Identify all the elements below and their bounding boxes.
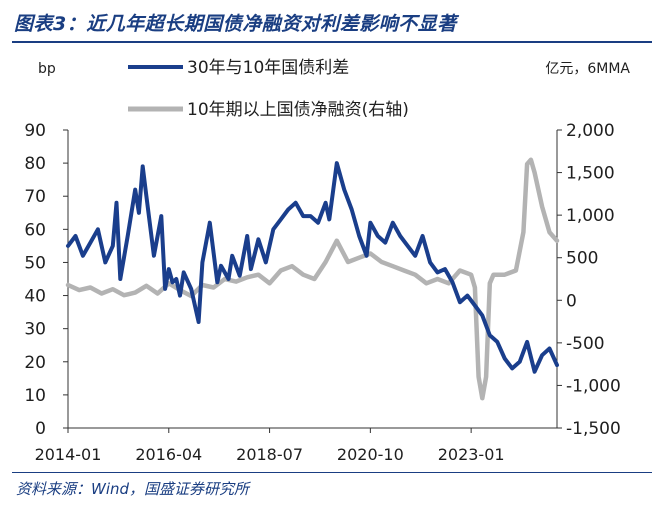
- right-tick-label: 2,000: [566, 121, 615, 141]
- left-tick-label: 60: [24, 220, 46, 240]
- title-divider: [12, 41, 652, 43]
- right-tick-label: 1,500: [566, 164, 615, 184]
- right-axis-ticks: 2,000 1,500 1,000 500 0 -500 -1,000 -1,500: [557, 121, 621, 439]
- right-tick-label: 500: [566, 249, 598, 269]
- left-tick-label: 30: [24, 320, 46, 340]
- x-tick-label: 2014-01: [35, 445, 102, 464]
- source-note: 资料来源：Wind，国盛证券研究所: [16, 480, 250, 498]
- figure-title: 图表3：近几年超长期国债净融资对利差影响不显著: [14, 13, 457, 35]
- right-unit-label: 亿元，6MMA: [545, 61, 630, 77]
- x-tick-label: 2023-01: [438, 445, 505, 464]
- chart: 0 10 20 30 40 50 60 70 80 90 2,000 1,500 1,000 500 0 -…: [24, 58, 630, 464]
- left-tick-label: 10: [24, 386, 46, 406]
- x-tick-label: 2018-07: [236, 445, 303, 464]
- series-line-1: [66, 161, 559, 374]
- source-divider: [12, 472, 652, 473]
- legend-label-2: 10年期以上国债净融资(右轴): [187, 100, 409, 120]
- left-unit-label: bp: [38, 61, 56, 77]
- x-tick-label: 2020-10: [337, 445, 404, 464]
- left-tick-label: 80: [24, 154, 46, 174]
- left-tick-label: 90: [24, 121, 46, 141]
- left-tick-label: 40: [24, 287, 46, 307]
- left-tick-label: 20: [24, 353, 46, 373]
- right-tick-label: -500: [566, 334, 605, 354]
- right-tick-label: -1,500: [566, 419, 621, 439]
- left-tick-label: 0: [35, 419, 46, 439]
- right-tick-label: -1,000: [566, 376, 621, 396]
- series-lines: [65, 157, 560, 401]
- right-tick-label: 1,000: [566, 206, 615, 226]
- legend: 30年与10年国债利差 10年期以上国债净融资(右轴): [128, 58, 409, 120]
- right-tick-label: 0: [566, 291, 577, 311]
- left-axis-ticks: 0 10 20 30 40 50 60 70 80 90: [24, 121, 68, 439]
- left-tick-label: 50: [24, 253, 46, 273]
- x-tick-label: 2016-04: [135, 445, 202, 464]
- left-tick-label: 70: [24, 187, 46, 207]
- axes: [67, 130, 558, 429]
- x-axis-ticks: 2014-01 2016-04 2018-07 2020-10 2023-01: [35, 428, 505, 464]
- legend-label-1: 30年与10年国债利差: [187, 58, 349, 78]
